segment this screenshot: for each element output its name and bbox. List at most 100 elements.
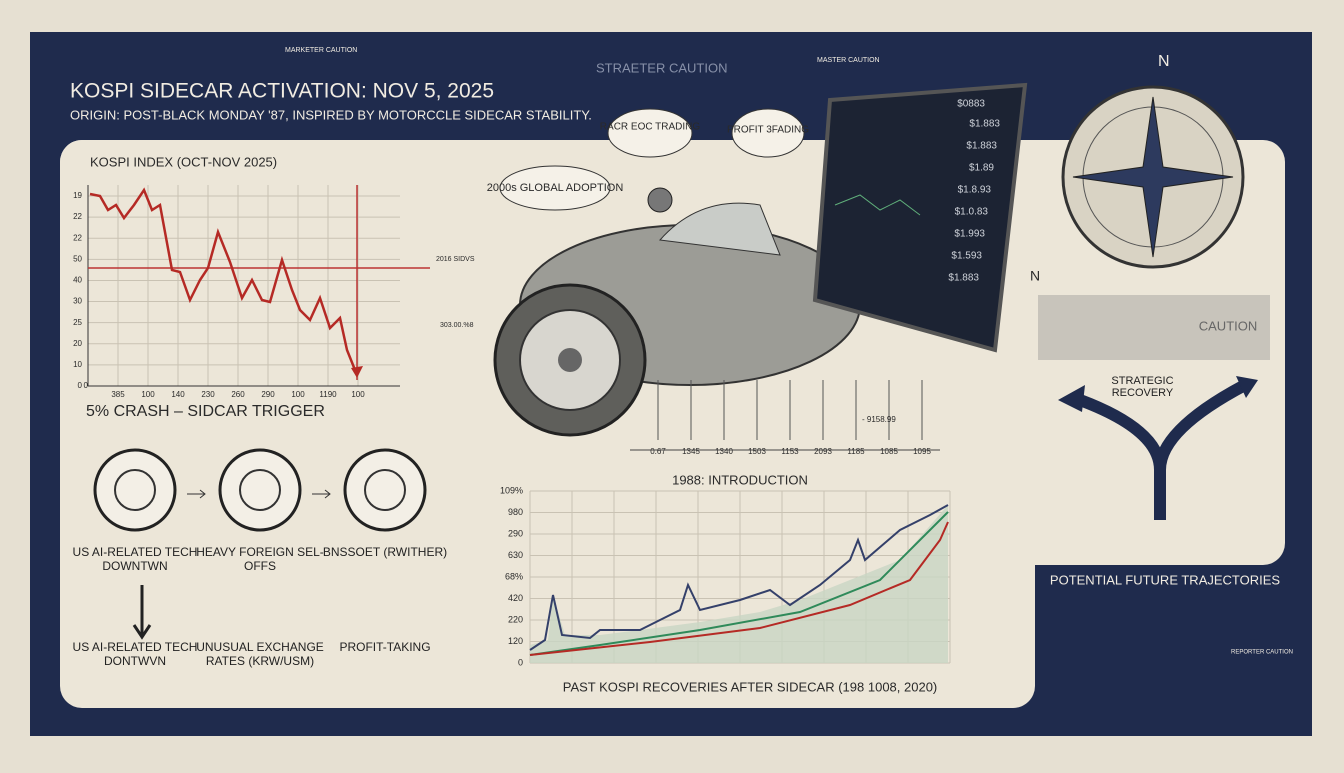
y-tick-label: 68% bbox=[505, 571, 523, 581]
axis-label: 1503 bbox=[748, 447, 766, 456]
kospi-chart: KOSPI INDEX (OCT-NOV 2025) 19 22 22 50 40 30 2… bbox=[73, 154, 475, 420]
arrows bbox=[1077, 379, 1248, 520]
bubble bbox=[499, 165, 611, 211]
y-tick-label: 630 bbox=[508, 550, 523, 560]
screen-text: $1.593 bbox=[951, 251, 982, 262]
y-tick-label: 120 bbox=[508, 636, 523, 646]
icon bbox=[218, 448, 302, 532]
monitor: $0883 $1.883$1.883$1.89$1.8.93$1.0.83$1.… bbox=[812, 82, 1028, 353]
x-tick-label: 290 bbox=[261, 390, 275, 399]
sidecar: 0.67 1345 1340 1503 1153 2093 1185 1085 1095 - 91… bbox=[493, 187, 940, 456]
compass-label: N bbox=[1158, 53, 1170, 70]
line-1 bbox=[529, 504, 949, 651]
footer: REPORTER CAUTION bbox=[1231, 650, 1293, 656]
label-box: BNSSOET (RWITHER) bbox=[322, 545, 448, 559]
y-tick-label: 22 bbox=[73, 212, 82, 221]
title: KOSPI SIDECAR ACTIVATION: NOV 5, 2025 bbox=[70, 80, 494, 103]
icon bbox=[343, 448, 427, 532]
x-tick-label: 230 bbox=[201, 390, 215, 399]
axis-label: 1340 bbox=[715, 447, 733, 456]
y-tick-label: 19 bbox=[73, 191, 82, 200]
x-tick-label: 1190 bbox=[319, 390, 337, 399]
small-label: MARKETER CAUTION bbox=[285, 47, 357, 54]
area bbox=[530, 505, 948, 663]
causes-label: BNSSOET (RWITHER) bbox=[322, 545, 448, 559]
caution-box bbox=[1038, 295, 1270, 360]
y-tick-label: 290 bbox=[508, 528, 523, 538]
label-box: PROFIT-TAKING bbox=[339, 640, 431, 654]
caution: CAUTION bbox=[1199, 318, 1258, 333]
y-tick-label: 10 bbox=[73, 360, 82, 369]
y-tick-label: 0 bbox=[78, 381, 83, 390]
chart-title: 1988: INTRODUCTION bbox=[672, 472, 808, 487]
x-tick-label: 100 bbox=[291, 390, 305, 399]
y-tick-label: 30 bbox=[73, 297, 82, 306]
x-tick-label: 260 bbox=[231, 390, 245, 399]
screen-text: $1.0.83 bbox=[955, 207, 989, 218]
axis-label: 1085 bbox=[880, 447, 898, 456]
chart-title: KOSPI INDEX (OCT-NOV 2025) bbox=[90, 154, 277, 169]
effects-label: US AI-RELATED TECH DONTWVN bbox=[72, 640, 198, 668]
causes-label: HEAVY FOREIGN SEL-OFFS bbox=[196, 545, 324, 573]
label-box: US AI-RELATED TECH DOWNTWN bbox=[72, 545, 198, 573]
axis-note: - 9158.99 bbox=[862, 415, 896, 424]
recovery-box: STRATEGIC RECOVERY bbox=[1111, 375, 1174, 399]
bubble bbox=[731, 108, 805, 158]
axis-label: 0.67 bbox=[650, 447, 666, 456]
bubble bbox=[607, 108, 693, 158]
label-box: US AI-RELATED TECH DONTWVN bbox=[72, 640, 198, 668]
effects-label: PROFIT-TAKING bbox=[339, 640, 431, 654]
windshield bbox=[658, 202, 781, 256]
small-label: MASTER CAUTION bbox=[817, 57, 880, 64]
screen-text: $1.883 bbox=[969, 119, 1000, 130]
annotation: 303.00.%8 bbox=[440, 322, 474, 329]
recovery: STRATEGIC RECOVERY bbox=[1111, 375, 1174, 399]
compass-label: N bbox=[1030, 268, 1040, 284]
y-tick-label: 40 bbox=[73, 276, 82, 285]
screen-text: $1.883 bbox=[966, 141, 997, 152]
screen-text: $1.8.93 bbox=[958, 185, 992, 196]
axis-label: 1095 bbox=[913, 447, 931, 456]
y-tick-label: 20 bbox=[73, 339, 82, 348]
sidecar-axis: 0.67 1345 1340 1503 1153 2093 1185 1085 1095 - 91… bbox=[650, 380, 931, 456]
axis-label: 1185 bbox=[847, 447, 865, 456]
arrow bbox=[187, 489, 206, 499]
bubble-text: RACR EOC TRADING bbox=[600, 122, 701, 133]
kospi-line bbox=[89, 187, 359, 376]
y-tick-label: 22 bbox=[73, 233, 82, 242]
x-tick-label: 0 bbox=[84, 381, 89, 390]
label-box: UNUSUAL EXCHANGE RATES (KRW/USM) bbox=[196, 640, 324, 668]
y-tick-label: 0 bbox=[518, 657, 523, 667]
line-2 bbox=[529, 511, 949, 656]
icon-inner bbox=[364, 469, 406, 511]
bubble-text: 2000s GLOBAL ADOPTION bbox=[487, 182, 624, 194]
y-tick-label: 980 bbox=[508, 507, 523, 517]
bubble-text: PROFIT 3FADING bbox=[727, 125, 809, 136]
screen-text: $1.883 bbox=[948, 273, 979, 284]
line-3 bbox=[529, 521, 949, 656]
arrow bbox=[312, 489, 331, 499]
screen-line bbox=[834, 194, 921, 216]
subtitle: ORIGIN: POST-BLACK MONDAY '87, INSPIRED … bbox=[70, 107, 592, 122]
x-tick-label: 100 bbox=[141, 390, 155, 399]
annotation: 2016 SIDVS bbox=[436, 256, 475, 263]
grid: 109% 980 290 630 68% 420 220 120 0 bbox=[500, 485, 951, 667]
lamp bbox=[647, 187, 673, 213]
screen-text: $1.993 bbox=[954, 229, 985, 240]
arrow-heads bbox=[1058, 376, 1258, 412]
icon-inner bbox=[114, 469, 156, 511]
future: N N CAUTION STRATEGIC RECOVERY POTENTIAL… bbox=[1030, 53, 1293, 655]
y-tick-label: 25 bbox=[73, 318, 82, 327]
screen bbox=[812, 82, 1028, 353]
small-label: STRAETER CAUTION bbox=[596, 60, 727, 75]
label-box: HEAVY FOREIGN SEL-OFFS bbox=[196, 545, 324, 573]
axis-label: 1345 bbox=[682, 447, 700, 456]
x-tick-label: 100 bbox=[351, 390, 365, 399]
compass-star bbox=[1072, 96, 1234, 258]
down-arrow bbox=[132, 585, 152, 640]
causes-label: US AI-RELATED TECH DOWNTWN bbox=[72, 545, 198, 573]
y-tick-label: 50 bbox=[73, 254, 82, 263]
icon-inner bbox=[239, 469, 281, 511]
